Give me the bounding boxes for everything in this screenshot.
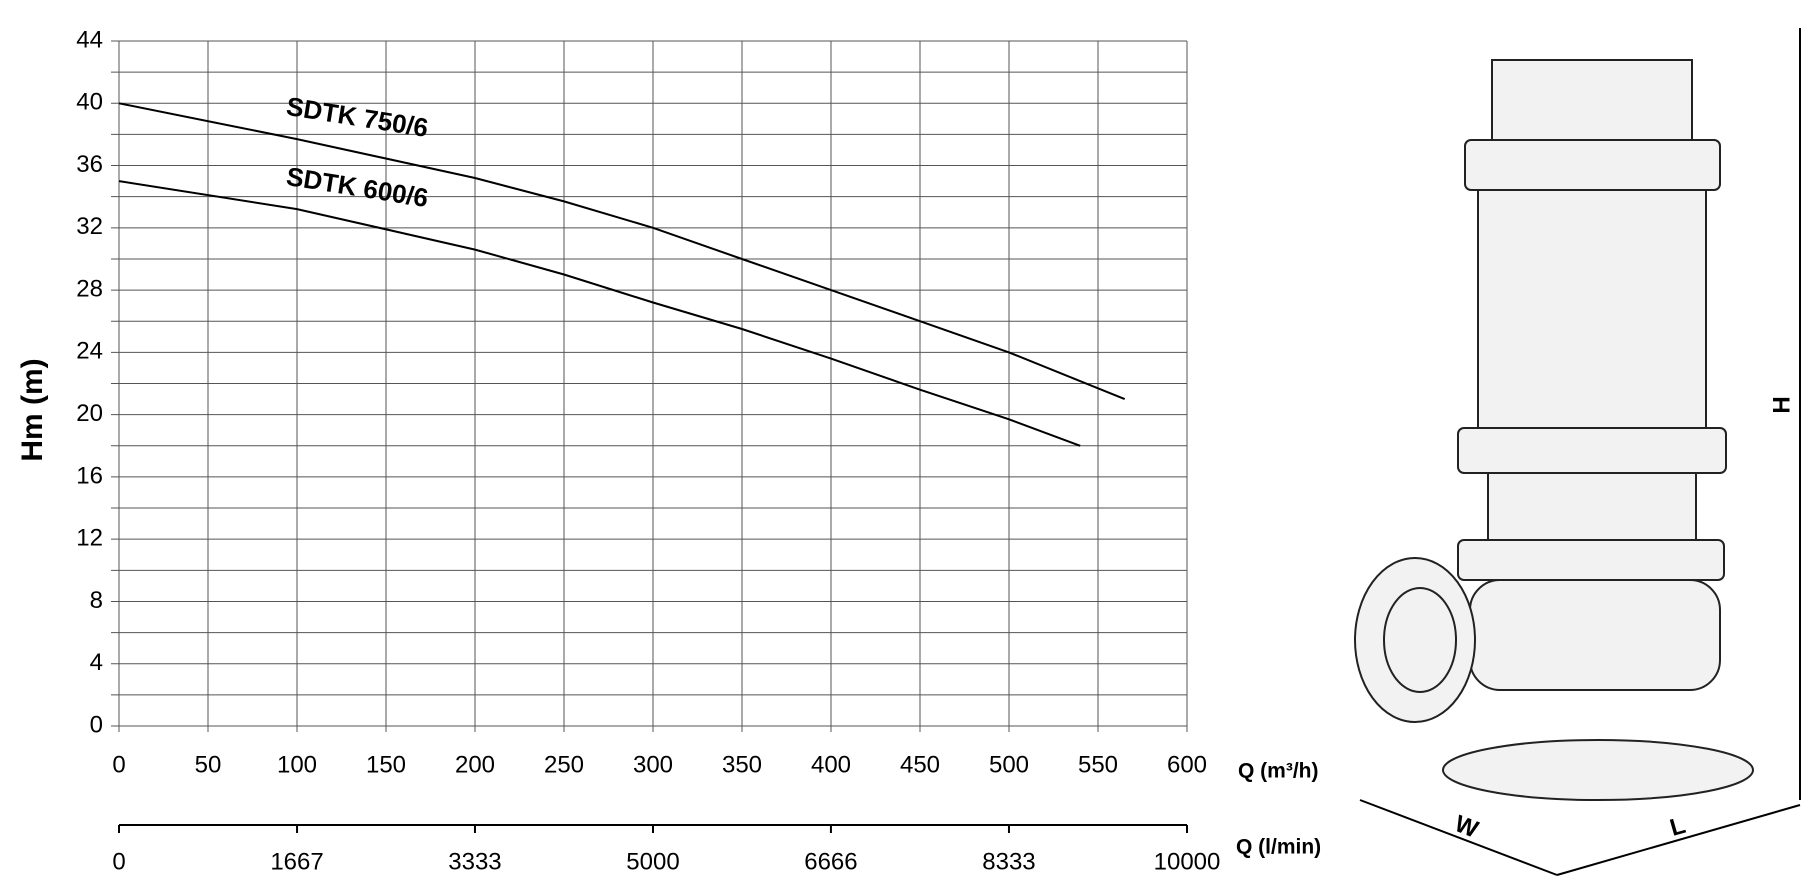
x-tick-label: 200	[455, 751, 495, 778]
x-tick-label: 150	[366, 751, 406, 778]
y-tick-label: 8	[90, 587, 103, 614]
y-tick-label: 4	[90, 649, 103, 676]
y-axis-label: Hm (m)	[16, 358, 49, 461]
x2-tick-label: 3333	[448, 848, 501, 875]
y-tick-label: 40	[76, 89, 103, 116]
series-label: SDTK 600/6	[284, 161, 430, 213]
y-tick-label: 0	[90, 711, 103, 738]
x-axis-label: Q (m³/h)	[1238, 760, 1318, 783]
y-tick-label: 16	[76, 462, 103, 489]
pump-flange	[1464, 139, 1721, 191]
x2-axis-label: Q (l/min)	[1236, 836, 1321, 859]
x2-tick-label: 6666	[804, 848, 857, 875]
y-tick-label: 28	[76, 275, 103, 302]
x-tick-label: 250	[544, 751, 584, 778]
pump-base	[1442, 739, 1754, 801]
height-label: H	[1768, 396, 1795, 413]
y-tick-label: 12	[76, 525, 103, 552]
x-tick-label: 600	[1167, 751, 1207, 778]
dimension-line	[1359, 799, 1558, 876]
x-tick-label: 50	[195, 751, 222, 778]
series-line	[118, 180, 1081, 447]
y-tick-label: 20	[76, 400, 103, 427]
x-tick-label: 300	[633, 751, 673, 778]
y-tick-label: 24	[76, 338, 103, 365]
x-tick-label: 400	[811, 751, 851, 778]
x-tick-label: 100	[277, 751, 317, 778]
series-label: SDTK 750/6	[284, 91, 430, 143]
x-tick-label: 0	[112, 751, 125, 778]
pump-ribs	[1487, 472, 1697, 544]
x2-tick-label: 1667	[270, 848, 323, 875]
x-tick-label: 350	[722, 751, 762, 778]
pump-drawing: W L H	[1354, 28, 1801, 876]
y-tick-label: 36	[76, 151, 103, 178]
width-label: W	[1451, 810, 1482, 843]
x2-tick-label: 0	[112, 848, 125, 875]
pump-body	[1477, 189, 1707, 431]
pump-motor-top	[1491, 59, 1693, 151]
x2-tick-label: 5000	[626, 848, 679, 875]
x2-tick-label: 10000	[1154, 848, 1221, 875]
length-label: L	[1667, 812, 1689, 842]
series-line	[118, 102, 1126, 401]
y-tick-label: 44	[76, 26, 103, 53]
y-tick-label: 32	[76, 213, 103, 240]
pump-volute	[1469, 579, 1721, 691]
x-tick-label: 500	[989, 751, 1029, 778]
x-tick-label: 450	[900, 751, 940, 778]
dimension-line	[1556, 804, 1801, 876]
pump-flange	[1457, 427, 1727, 474]
x2-tick-label: 8333	[982, 848, 1035, 875]
x-tick-label: 550	[1078, 751, 1118, 778]
pump-flange	[1457, 539, 1725, 581]
pump-outlet	[1383, 587, 1457, 693]
